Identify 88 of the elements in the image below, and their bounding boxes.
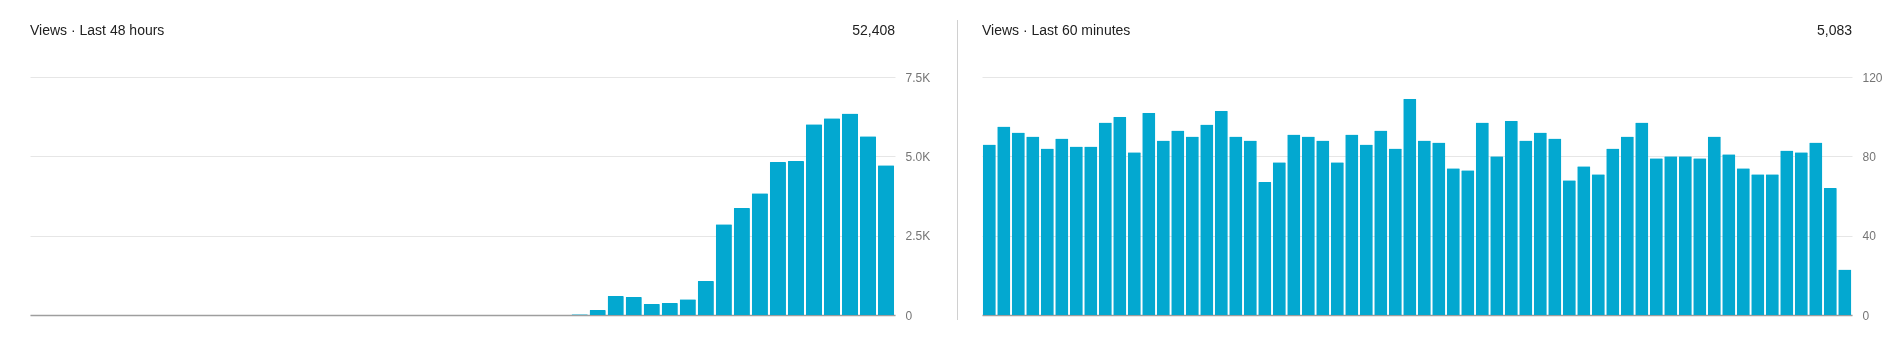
bar	[1098, 122, 1112, 315]
bar	[1722, 154, 1736, 315]
bar	[1200, 124, 1214, 315]
bar	[1809, 142, 1823, 315]
bar	[1301, 136, 1315, 315]
bar	[1765, 174, 1779, 315]
y-tick-label: 0	[905, 308, 913, 323]
bar	[1823, 188, 1837, 315]
bar	[1127, 152, 1141, 315]
bar	[1142, 112, 1156, 315]
bar	[661, 302, 678, 315]
y-tick-label: 80	[1862, 149, 1877, 164]
bar	[1055, 138, 1069, 315]
bar	[769, 162, 786, 315]
bar	[1678, 156, 1692, 315]
bar	[1272, 162, 1286, 315]
bar	[1345, 134, 1359, 315]
bar	[715, 224, 732, 315]
bar	[1330, 162, 1344, 315]
bar	[1838, 269, 1852, 315]
bar	[1591, 174, 1605, 315]
bar	[1446, 168, 1460, 315]
bar	[1026, 136, 1040, 315]
bar	[1040, 148, 1054, 315]
bar	[1461, 170, 1475, 315]
bar	[1171, 130, 1185, 315]
bar	[1417, 140, 1431, 315]
bar	[1011, 132, 1025, 315]
bar	[1519, 140, 1533, 315]
bar	[1533, 132, 1547, 315]
bar	[1794, 152, 1808, 315]
bar	[1156, 140, 1170, 315]
y-tick-label: 40	[1862, 229, 1877, 244]
bar	[877, 165, 895, 315]
bar	[1475, 122, 1489, 315]
bar	[1606, 148, 1620, 315]
bar	[1707, 136, 1721, 315]
text: 52,408	[852, 22, 896, 38]
bar	[982, 144, 996, 315]
y-tick-label: 5.0K	[905, 149, 931, 164]
bar	[997, 126, 1011, 315]
bar	[1113, 116, 1127, 315]
bar	[1185, 136, 1199, 315]
bar	[607, 295, 624, 315]
bar	[1490, 156, 1504, 315]
bar	[1664, 156, 1678, 315]
bar	[1084, 146, 1098, 315]
bar	[733, 208, 750, 315]
bar	[1504, 120, 1518, 315]
bar	[589, 309, 606, 315]
bar	[1214, 110, 1228, 315]
y-tick-label: 120	[1862, 70, 1883, 85]
bar	[625, 296, 642, 315]
bar	[1287, 134, 1301, 315]
bar	[643, 303, 660, 315]
bar	[1069, 146, 1083, 315]
bar	[1374, 130, 1388, 315]
bar	[1258, 182, 1272, 315]
bar	[1229, 136, 1243, 315]
bar	[823, 118, 841, 315]
bar	[1548, 138, 1562, 315]
chart-title: Views · Last 48 hours	[30, 22, 165, 38]
bar	[1736, 168, 1750, 315]
y-tick-label: 0	[1862, 308, 1870, 323]
y-tick-label: 7.5K	[905, 70, 931, 85]
bar	[841, 113, 859, 315]
bar	[805, 124, 823, 315]
bar	[1562, 180, 1576, 315]
bar	[1751, 174, 1765, 315]
bar	[697, 281, 714, 315]
bar	[1243, 140, 1257, 315]
text: 5,083	[1816, 22, 1853, 38]
y-tick-label: 2.5K	[905, 229, 931, 244]
bar	[1432, 142, 1446, 315]
bar	[787, 161, 804, 315]
bar	[1403, 98, 1417, 315]
bar	[859, 136, 877, 315]
bar	[1635, 122, 1649, 315]
bar	[1620, 136, 1634, 315]
bar	[1693, 158, 1707, 315]
bar	[1780, 150, 1794, 315]
bar	[1359, 144, 1373, 315]
bar	[1388, 148, 1402, 315]
bar	[751, 193, 768, 315]
chart-title: Views · Last 60 minutes	[982, 22, 1131, 38]
bar	[1577, 166, 1591, 315]
bar	[1649, 158, 1663, 315]
bar	[1316, 140, 1330, 315]
